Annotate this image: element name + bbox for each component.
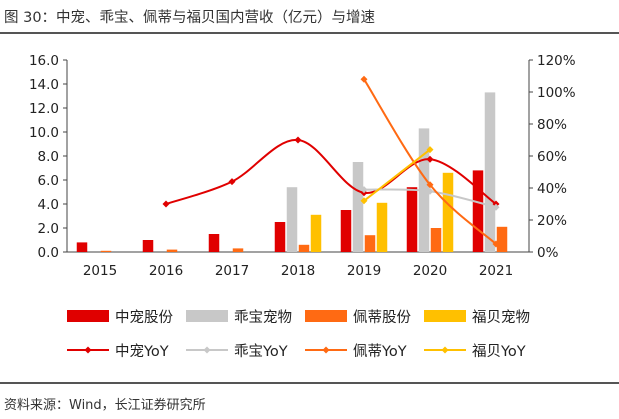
legend-label-佩蒂YoY: 佩蒂YoY bbox=[353, 343, 407, 360]
legend-marker-佩蒂YoY bbox=[322, 346, 330, 354]
point-乖宝YoY bbox=[426, 187, 434, 195]
legend-swatch-福贝宠物 bbox=[424, 310, 466, 322]
point-中宠YoY bbox=[294, 136, 302, 144]
figure-title: 图 30：中宠、乖宝、佩蒂与福贝国内营收（亿元）与增速 bbox=[4, 10, 376, 26]
left-tick-label: 2.0 bbox=[38, 221, 59, 237]
bar-佩蒂股份 bbox=[496, 226, 508, 252]
point-佩蒂YoY bbox=[426, 181, 434, 189]
left-tick-label: 14.0 bbox=[29, 77, 59, 93]
bar-佩蒂股份 bbox=[364, 235, 376, 252]
x-tick-label: 2021 bbox=[479, 263, 513, 279]
point-乖宝YoY bbox=[360, 186, 368, 194]
bar-中宠股份 bbox=[274, 222, 286, 252]
chart-bars bbox=[76, 92, 508, 253]
x-tick-label: 2019 bbox=[347, 263, 381, 279]
right-tick-label: 0% bbox=[537, 245, 559, 261]
x-tick-label: 2015 bbox=[83, 263, 117, 279]
legend-label-福贝宠物: 福贝宠物 bbox=[472, 309, 530, 326]
legend-label-福贝YoY: 福贝YoY bbox=[472, 343, 526, 360]
line-福贝YoY bbox=[363, 148, 431, 202]
title-rule bbox=[0, 32, 619, 34]
right-tick-label: 120% bbox=[537, 53, 576, 69]
bar-中宠股份 bbox=[76, 242, 88, 252]
bar-佩蒂股份 bbox=[298, 244, 310, 252]
point-中宠YoY bbox=[228, 178, 236, 186]
legend-label-乖宝宠物: 乖宝宠物 bbox=[234, 309, 292, 326]
left-tick-label: 16.0 bbox=[29, 53, 59, 69]
right-tick-label: 80% bbox=[537, 117, 567, 133]
right-tick-label: 20% bbox=[537, 213, 567, 229]
left-tick-label: 10.0 bbox=[29, 125, 59, 141]
left-tick-label: 4.0 bbox=[38, 197, 59, 213]
point-中宠YoY bbox=[426, 155, 434, 163]
legend-swatch-佩蒂股份 bbox=[305, 310, 347, 322]
legend-label-乖宝YoY: 乖宝YoY bbox=[234, 343, 288, 360]
chart-axes: 0.0 2.0 4.0 6.0 8.0 10.0 12.0 14.0 16.0 0% 20% 40% 6… bbox=[29, 53, 576, 279]
bar-中宠股份 bbox=[142, 240, 154, 252]
bar-乖宝宠物 bbox=[484, 92, 496, 253]
point-乖宝YoY bbox=[492, 203, 500, 211]
source-note: 资料来源：Wind，长江证券研究所 bbox=[4, 398, 206, 413]
bar-乖宝宠物 bbox=[352, 162, 364, 252]
legend-label-佩蒂股份: 佩蒂股份 bbox=[353, 309, 411, 326]
point-福贝YoY bbox=[360, 197, 368, 205]
left-tick-label: 12.0 bbox=[29, 101, 59, 117]
legend-marker-乖宝YoY bbox=[203, 346, 211, 354]
point-中宠YoY bbox=[162, 200, 170, 208]
bar-福贝宠物 bbox=[376, 202, 388, 252]
legend-marker-中宠YoY bbox=[84, 346, 92, 354]
bar-福贝宠物 bbox=[442, 172, 454, 252]
point-福贝YoY bbox=[426, 146, 434, 154]
bar-中宠股份 bbox=[406, 187, 418, 252]
bar-中宠股份 bbox=[340, 210, 352, 252]
x-tick-label: 2016 bbox=[149, 263, 183, 279]
x-tick-label: 2018 bbox=[281, 263, 315, 279]
source-rule bbox=[0, 382, 619, 384]
right-tick-label: 100% bbox=[537, 85, 576, 101]
legend-label-中宠YoY: 中宠YoY bbox=[115, 343, 169, 360]
bar-福贝宠物 bbox=[310, 214, 322, 252]
bar-中宠股份 bbox=[208, 234, 220, 252]
point-佩蒂YoY bbox=[360, 75, 368, 83]
legend-swatch-乖宝宠物 bbox=[186, 310, 228, 322]
left-tick-label: 8.0 bbox=[38, 149, 59, 165]
x-tick-label: 2020 bbox=[413, 263, 447, 279]
legend-swatch-中宠股份 bbox=[67, 310, 109, 322]
left-tick-label: 6.0 bbox=[38, 173, 59, 189]
bar-佩蒂股份 bbox=[100, 250, 112, 252]
legend-marker-福贝YoY bbox=[441, 346, 449, 354]
x-tick-label: 2017 bbox=[215, 263, 249, 279]
legend-label-中宠股份: 中宠股份 bbox=[115, 309, 173, 326]
bar-佩蒂股份 bbox=[232, 248, 244, 252]
bar-中宠股份 bbox=[472, 170, 484, 252]
bar-乖宝宠物 bbox=[286, 187, 298, 252]
chart-lines bbox=[162, 75, 500, 248]
bar-佩蒂股份 bbox=[166, 249, 178, 252]
right-tick-label: 60% bbox=[537, 149, 567, 165]
left-tick-label: 0.0 bbox=[38, 245, 59, 261]
point-佩蒂YoY bbox=[492, 240, 500, 248]
bar-佩蒂股份 bbox=[430, 228, 442, 252]
right-tick-label: 40% bbox=[537, 181, 567, 197]
